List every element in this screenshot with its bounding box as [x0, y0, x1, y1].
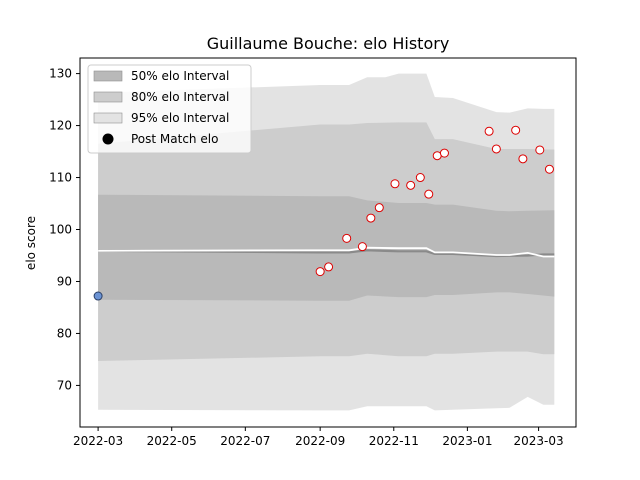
plot-frame	[79, 57, 577, 428]
x-tick-label: 2022-05	[147, 434, 197, 448]
post-match-elo-point	[511, 125, 521, 135]
legend-marker-post-match	[102, 133, 114, 145]
y-tick-label: 130	[49, 67, 72, 81]
mean-elo-line	[98, 249, 555, 258]
post-match-elo-point	[324, 262, 334, 272]
post-match-elo-point	[415, 173, 425, 183]
initial-elo-point	[93, 291, 103, 301]
legend-swatch-band50	[93, 70, 123, 82]
legend-label: 50% elo Interval	[131, 69, 229, 83]
post-match-elo-point	[544, 164, 554, 174]
x-tick-label: 2022-09	[295, 434, 345, 448]
x-tick-label: 2023-03	[514, 434, 564, 448]
y-tick-label: 100	[49, 223, 72, 237]
post-match-elo-point	[484, 126, 494, 136]
legend: 50% elo Interval 80% elo Interval 95% elo …	[87, 64, 252, 154]
legend-swatch-band80	[93, 91, 123, 103]
x-tick-label: 2022-03	[73, 434, 123, 448]
legend-swatch-band95	[93, 112, 123, 124]
y-tick-label: 80	[57, 326, 72, 340]
post-match-elo-point	[535, 145, 545, 155]
legend-label: 95% elo Interval	[131, 111, 229, 125]
post-match-elo-point	[406, 180, 416, 190]
x-tick-label: 2022-11	[369, 434, 419, 448]
interval-band-50	[98, 194, 555, 301]
post-match-elo-point	[342, 233, 352, 243]
chart-title: Guillaume Bouche: elo History	[207, 34, 450, 53]
post-match-elo-point	[518, 154, 528, 164]
legend-label: 80% elo Interval	[131, 90, 229, 104]
post-match-elo-point	[357, 242, 367, 252]
post-match-elo-point	[374, 203, 384, 213]
y-axis-label: elo score	[24, 216, 38, 270]
post-match-elo-point	[390, 179, 400, 189]
x-tick-label: 2022-07	[220, 434, 270, 448]
axes: 2022-03 2022-05 2022-07 2022-09 2022-11 2023-…	[49, 57, 577, 448]
post-match-elo-point	[315, 267, 325, 277]
legend-box	[87, 64, 252, 154]
y-tick-label: 90	[57, 274, 72, 288]
y-tick-label: 120	[49, 119, 72, 133]
legend-label: Post Match elo	[131, 132, 218, 146]
y-tick-label: 70	[57, 378, 72, 392]
y-tick-label: 110	[49, 171, 72, 185]
post-match-elo-point	[366, 213, 376, 223]
x-tick-label: 2023-01	[442, 434, 492, 448]
post-elo-line	[98, 246, 555, 258]
post-match-elo-point	[439, 148, 449, 158]
post-match-elo-point	[491, 144, 501, 154]
post-match-elo-point	[424, 189, 434, 199]
